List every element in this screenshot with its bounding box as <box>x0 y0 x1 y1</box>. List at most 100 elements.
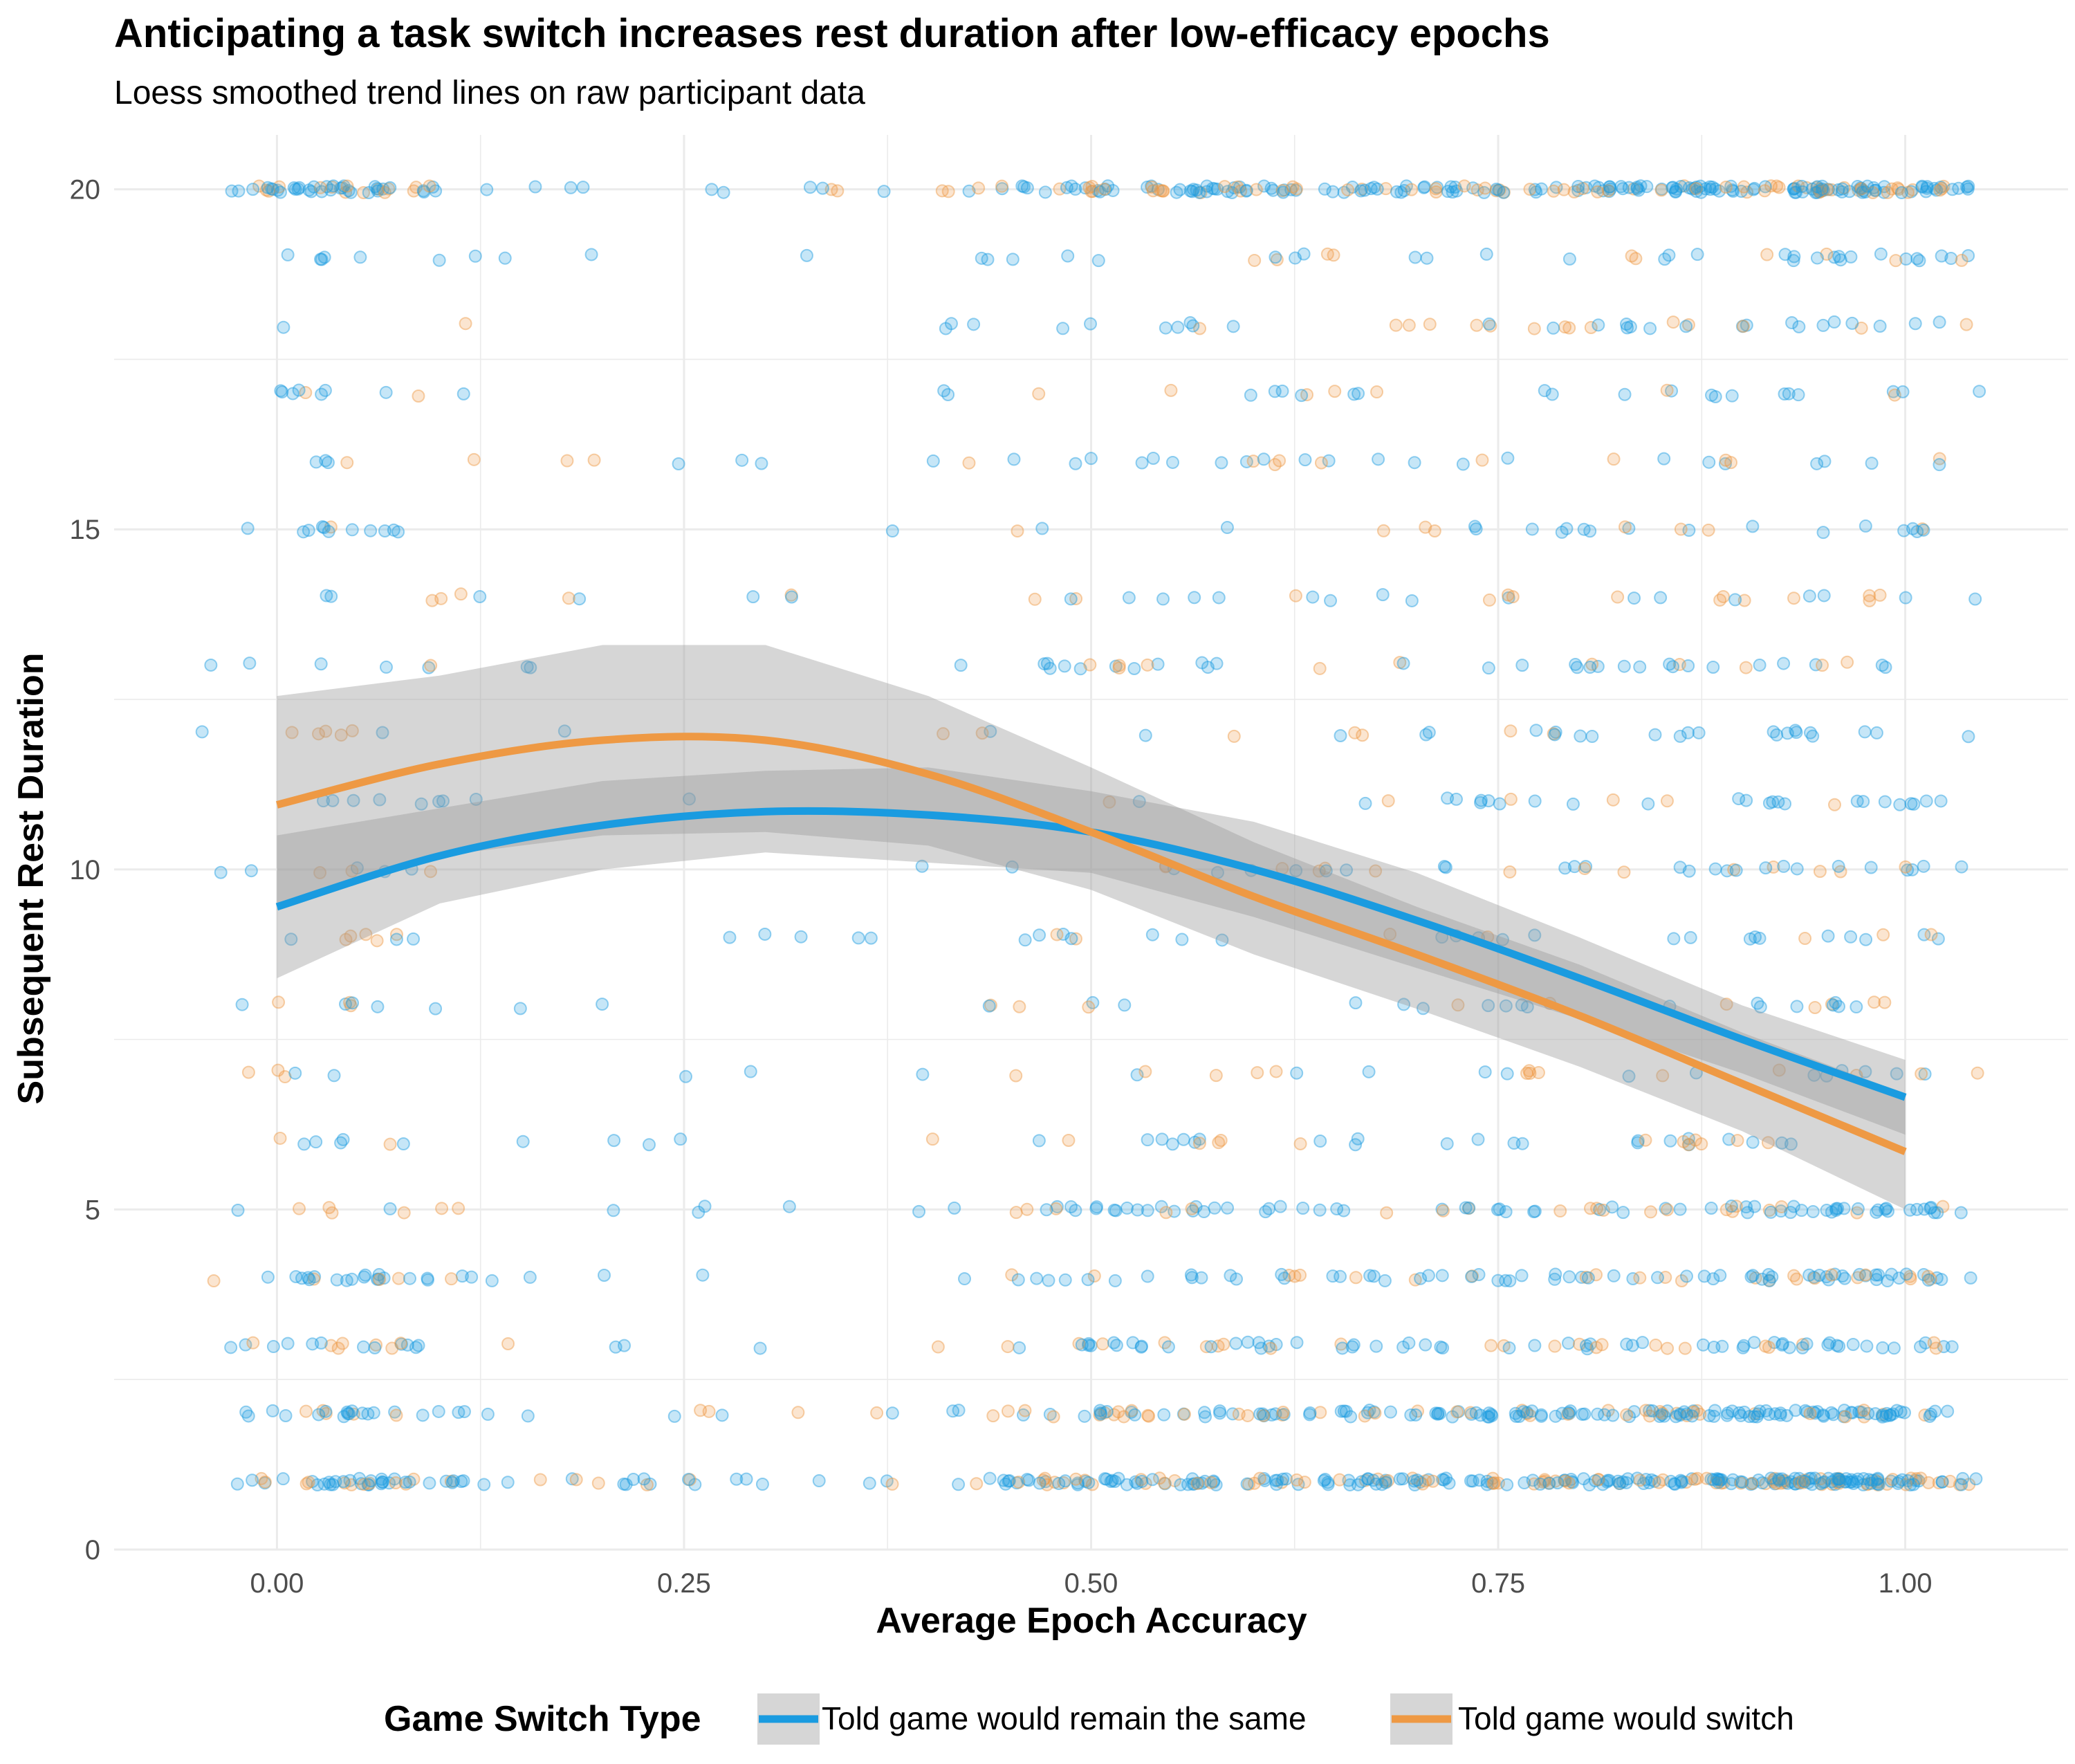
point-same <box>1278 1271 1291 1285</box>
point-same <box>1729 863 1743 877</box>
point-same <box>1789 1477 1802 1491</box>
point-same <box>1945 1340 1959 1354</box>
point-same <box>1098 1472 1112 1486</box>
point-same <box>1284 183 1298 196</box>
point-same <box>1787 182 1800 196</box>
point-same <box>320 180 333 194</box>
point-switch <box>1314 456 1328 470</box>
point-same <box>1043 661 1057 675</box>
point-same <box>246 183 260 196</box>
point-switch <box>995 179 1009 193</box>
point-same <box>1397 183 1411 197</box>
point-same <box>1667 932 1681 946</box>
point-switch <box>362 1476 376 1490</box>
point-switch <box>1318 861 1332 875</box>
point-same <box>335 181 349 194</box>
point-same <box>1269 1407 1282 1421</box>
point-same <box>1828 1478 1842 1491</box>
point-switch <box>1885 1473 1899 1487</box>
legend: Game Switch Type Told game would remain … <box>384 1693 1794 1745</box>
point-switch <box>1405 1471 1419 1485</box>
point-same <box>1870 1205 1883 1219</box>
point-same <box>1935 1273 1948 1287</box>
point-same <box>1171 320 1185 334</box>
point-same <box>1803 726 1817 739</box>
point-same <box>1512 1410 1526 1424</box>
point-same <box>379 660 393 674</box>
point-switch <box>1680 1409 1694 1423</box>
point-same <box>1344 1410 1358 1424</box>
point-same <box>1920 181 1934 195</box>
point-same <box>1020 181 1034 195</box>
point-same <box>1349 1138 1363 1152</box>
point-switch <box>1678 1341 1692 1355</box>
point-same <box>1337 1204 1351 1218</box>
point-same <box>967 318 981 331</box>
point-same <box>1673 1202 1687 1216</box>
point-same <box>1737 1405 1751 1419</box>
point-switch <box>941 185 955 199</box>
point-same <box>1592 318 1605 332</box>
point-same <box>1762 796 1776 810</box>
point-same <box>1100 1405 1114 1419</box>
point-switch <box>347 1407 360 1421</box>
point-same <box>1254 1341 1268 1355</box>
point-same <box>1910 252 1924 266</box>
point-same <box>1753 658 1767 672</box>
point-same <box>315 185 329 199</box>
point-same <box>1778 387 1791 401</box>
point-same <box>1032 1134 1046 1148</box>
point-same <box>258 1476 272 1490</box>
point-same <box>1657 1409 1671 1423</box>
point-same <box>1851 179 1865 193</box>
point-same <box>880 1474 894 1488</box>
point-switch <box>259 183 273 197</box>
point-same <box>1571 179 1585 193</box>
point-same <box>445 1476 459 1489</box>
point-same <box>1639 1473 1653 1487</box>
point-same <box>1833 1475 1847 1489</box>
point-same <box>1078 1409 1091 1423</box>
y-tick-label: 20 <box>70 175 101 205</box>
point-same <box>1354 1475 1368 1489</box>
point-switch <box>1204 1476 1218 1489</box>
point-switch <box>1713 593 1727 607</box>
point-same <box>1658 252 1672 266</box>
point-same <box>1207 1474 1221 1488</box>
point-same <box>1480 1474 1494 1488</box>
point-switch <box>1138 1476 1152 1490</box>
point-same <box>1186 185 1199 199</box>
point-same <box>1788 1471 1802 1485</box>
point-same <box>667 1409 681 1423</box>
point-same <box>1708 1404 1722 1417</box>
point-same <box>1873 320 1887 333</box>
point-same <box>1898 1406 1912 1420</box>
point-same <box>1869 183 1883 197</box>
point-switch <box>1218 180 1232 194</box>
point-same <box>1826 998 1840 1012</box>
point-same <box>1706 1272 1720 1286</box>
point-same <box>1784 1475 1798 1489</box>
point-same <box>1685 1409 1699 1423</box>
point-switch <box>1504 724 1518 738</box>
point-same <box>1146 451 1160 465</box>
point-same <box>1343 1478 1357 1491</box>
point-same <box>1151 657 1165 671</box>
point-same <box>1318 182 1331 196</box>
point-switch <box>207 1274 221 1288</box>
point-same <box>1896 385 1910 398</box>
point-switch <box>1520 1067 1534 1081</box>
point-same <box>1682 181 1696 195</box>
point-same <box>1295 389 1309 403</box>
point-switch <box>1048 1476 1062 1489</box>
point-same <box>447 1474 461 1488</box>
point-same <box>698 1200 712 1213</box>
point-switch <box>1660 794 1674 808</box>
point-same <box>377 1271 391 1285</box>
point-same <box>1817 589 1831 603</box>
point-switch <box>1246 454 1260 468</box>
point-same <box>1482 1410 1496 1424</box>
point-same <box>1818 454 1832 468</box>
point-same <box>422 661 436 674</box>
point-same <box>1825 1475 1839 1489</box>
